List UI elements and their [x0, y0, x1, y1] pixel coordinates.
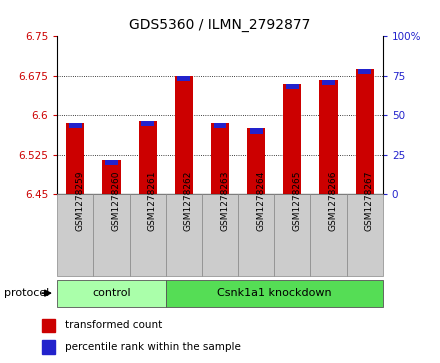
Title: GDS5360 / ILMN_2792877: GDS5360 / ILMN_2792877: [129, 19, 311, 33]
Bar: [166, 194, 202, 276]
Text: GSM1278265: GSM1278265: [292, 171, 301, 231]
Bar: [105, 160, 118, 165]
Bar: [66, 123, 84, 194]
Text: GSM1278262: GSM1278262: [184, 171, 193, 231]
Bar: [250, 129, 263, 134]
Bar: [103, 160, 121, 194]
Bar: [141, 121, 154, 126]
Bar: [322, 80, 335, 85]
Bar: [283, 83, 301, 194]
Bar: [274, 194, 311, 276]
Bar: [311, 194, 347, 276]
Bar: [42, 319, 55, 332]
Bar: [129, 194, 166, 276]
Bar: [238, 194, 274, 276]
Text: GSM1278263: GSM1278263: [220, 171, 229, 231]
Text: percentile rank within the sample: percentile rank within the sample: [65, 342, 241, 352]
Bar: [139, 121, 157, 194]
Text: protocol: protocol: [4, 288, 50, 298]
Bar: [214, 123, 226, 129]
Bar: [69, 123, 82, 129]
Text: GSM1278260: GSM1278260: [111, 171, 121, 231]
Bar: [202, 194, 238, 276]
Text: GSM1278261: GSM1278261: [148, 171, 157, 231]
Text: transformed count: transformed count: [65, 321, 162, 330]
Bar: [286, 84, 299, 89]
Bar: [356, 69, 374, 194]
Bar: [57, 194, 93, 276]
Bar: [177, 76, 190, 81]
Bar: [175, 76, 193, 194]
Bar: [319, 80, 337, 194]
Text: GSM1278259: GSM1278259: [75, 171, 84, 231]
Bar: [347, 194, 383, 276]
Text: control: control: [92, 288, 131, 298]
Bar: [247, 129, 265, 194]
Bar: [57, 280, 166, 307]
Text: GSM1278264: GSM1278264: [256, 171, 265, 231]
Bar: [359, 69, 371, 74]
Bar: [93, 194, 129, 276]
Text: Csnk1a1 knockdown: Csnk1a1 knockdown: [217, 288, 332, 298]
Bar: [211, 123, 229, 194]
Text: GSM1278266: GSM1278266: [329, 171, 337, 231]
Bar: [166, 280, 383, 307]
Bar: [42, 340, 55, 354]
Text: GSM1278267: GSM1278267: [365, 171, 374, 231]
